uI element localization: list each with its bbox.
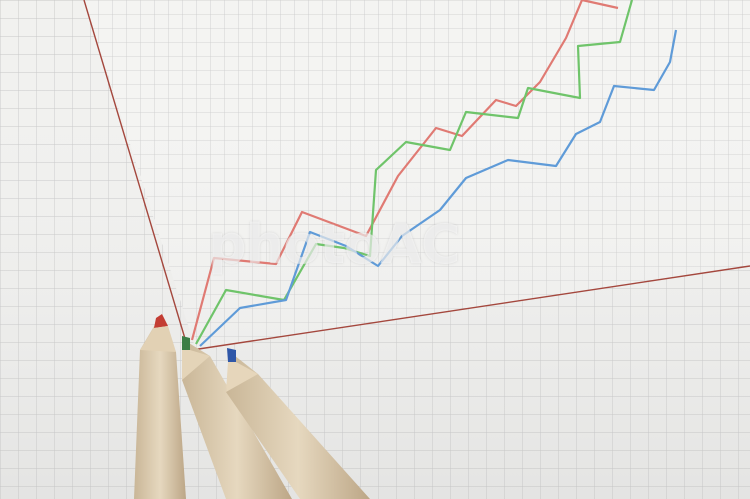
red-pencil [134, 314, 186, 499]
green-chart-line [195, 0, 634, 345]
blue-pencil [226, 348, 370, 499]
green-pencil [182, 336, 292, 499]
y-axis-line [83, 0, 187, 343]
blue-chart-line [199, 29, 678, 347]
red-chart-line [190, 0, 619, 341]
x-axis-line [191, 265, 750, 351]
